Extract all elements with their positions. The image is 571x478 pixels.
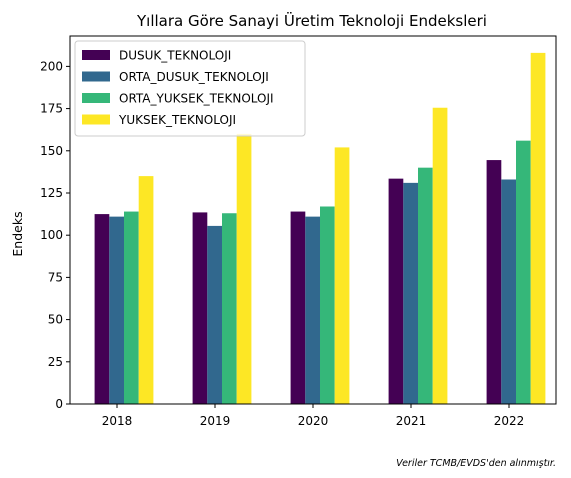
y-tick-label: 75 bbox=[48, 270, 63, 284]
bar-orta-yuksek-teknoloji-2019 bbox=[222, 213, 237, 404]
bar-dusuk-teknoloji-2018 bbox=[94, 214, 110, 404]
bar-dusuk-teknoloji-2019 bbox=[192, 212, 208, 404]
legend-swatch bbox=[82, 71, 110, 82]
bar-dusuk-teknoloji-2021 bbox=[388, 178, 404, 404]
bar-dusuk-teknoloji-2022 bbox=[486, 160, 502, 404]
legend-box bbox=[74, 40, 306, 137]
y-tick-label: 150 bbox=[40, 144, 63, 158]
legend-swatch bbox=[82, 50, 110, 60]
y-tick-label: 175 bbox=[40, 102, 63, 116]
y-tick-label: 125 bbox=[40, 186, 63, 200]
bar-yuksek-teknoloji-2021 bbox=[432, 107, 448, 405]
plot-area: 0 25 50 75 100 125 150 175 200 2018 2019 2020 2021 20… bbox=[40, 35, 557, 428]
y-tick-label: 25 bbox=[48, 355, 63, 369]
y-tick-label: 0 bbox=[55, 397, 63, 411]
y-tick-label: 50 bbox=[48, 313, 63, 327]
legend-label: YUKSEK_TEKNOLOJI bbox=[118, 113, 236, 127]
bar-yuksek-teknoloji-2022 bbox=[530, 52, 546, 404]
x-tick-label: 2021 bbox=[396, 414, 427, 428]
bar-orta-yuksek-teknoloji-2020 bbox=[320, 206, 335, 404]
bar-orta-yuksek-teknoloji-2021 bbox=[418, 167, 433, 404]
legend-swatch bbox=[82, 114, 110, 125]
bar-yuksek-teknoloji-2018 bbox=[138, 176, 154, 404]
bar-orta-dusuk-teknoloji-2020 bbox=[305, 216, 320, 404]
bar-yuksek-teknoloji-2020 bbox=[334, 147, 350, 404]
y-tick-label: 200 bbox=[40, 59, 63, 73]
legend-label: ORTA_YUKSEK_TEKNOLOJI bbox=[119, 92, 274, 106]
x-tick-label: 2019 bbox=[200, 414, 231, 428]
bar-dusuk-teknoloji-2020 bbox=[290, 211, 306, 404]
bar-yuksek-teknoloji-2019 bbox=[236, 133, 252, 404]
legend-label: ORTA_DUSUK_TEKNOLOJI bbox=[119, 70, 269, 84]
bar-orta-dusuk-teknoloji-2019 bbox=[207, 225, 222, 404]
bar-orta-dusuk-teknoloji-2018 bbox=[109, 216, 124, 404]
bar-orta-yuksek-teknoloji-2022 bbox=[516, 140, 531, 404]
bar-orta-yuksek-teknoloji-2018 bbox=[124, 211, 139, 404]
x-tick-label: 2022 bbox=[494, 414, 525, 428]
x-tick-label: 2020 bbox=[298, 414, 329, 428]
source-footnote: Veriler TCMB/EVDS'den alınmıştır. bbox=[396, 458, 556, 469]
legend-label: DUSUK_TEKNOLOJI bbox=[119, 49, 231, 63]
legend-swatch bbox=[82, 93, 110, 103]
x-tick-label: 2018 bbox=[102, 414, 133, 428]
y-tick-label: 100 bbox=[40, 228, 63, 242]
chart-title: Yıllara Göre Sanayi Üretim Teknoloji End… bbox=[136, 11, 487, 30]
y-axis-label: Endeks bbox=[10, 211, 25, 256]
bar-orta-dusuk-teknoloji-2021 bbox=[403, 182, 418, 404]
bar-orta-dusuk-teknoloji-2022 bbox=[501, 179, 516, 404]
